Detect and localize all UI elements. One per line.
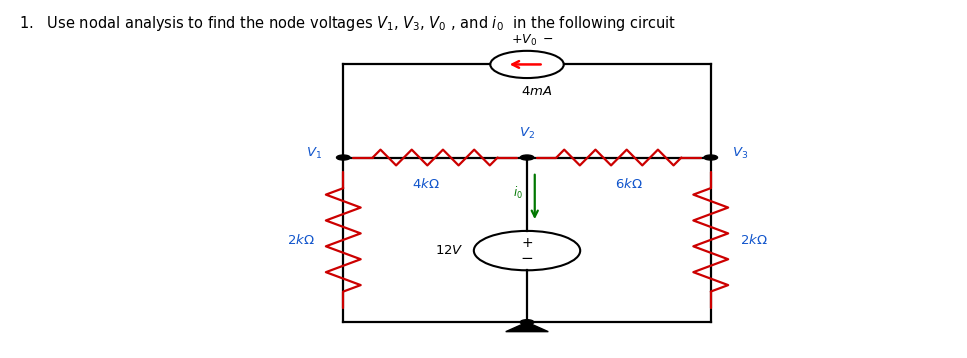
Circle shape <box>704 155 718 160</box>
Text: $i_0$: $i_0$ <box>513 185 523 201</box>
Text: +: + <box>521 236 533 250</box>
Text: −: − <box>520 251 534 266</box>
Text: $+ V_0\ -$: $+ V_0\ -$ <box>511 33 553 48</box>
Text: $4mA$: $4mA$ <box>521 85 552 98</box>
Text: $4k\Omega$: $4k\Omega$ <box>412 177 439 191</box>
Text: $12V$: $12V$ <box>435 244 464 257</box>
Text: $2k\Omega$: $2k\Omega$ <box>286 233 314 247</box>
Text: $V_1$: $V_1$ <box>306 146 322 161</box>
Circle shape <box>337 155 350 160</box>
Text: 1.   Use nodal analysis to find the node voltages $V_1$, $V_3$, $V_0$ , and $i_0: 1. Use nodal analysis to find the node v… <box>19 14 677 33</box>
Text: $V_2$: $V_2$ <box>519 126 535 141</box>
Text: $V_3$: $V_3$ <box>732 146 748 161</box>
Text: $6k\Omega$: $6k\Omega$ <box>615 177 642 191</box>
Circle shape <box>520 155 534 160</box>
Text: $2k\Omega$: $2k\Omega$ <box>740 233 768 247</box>
Circle shape <box>520 320 534 325</box>
Polygon shape <box>506 322 548 332</box>
